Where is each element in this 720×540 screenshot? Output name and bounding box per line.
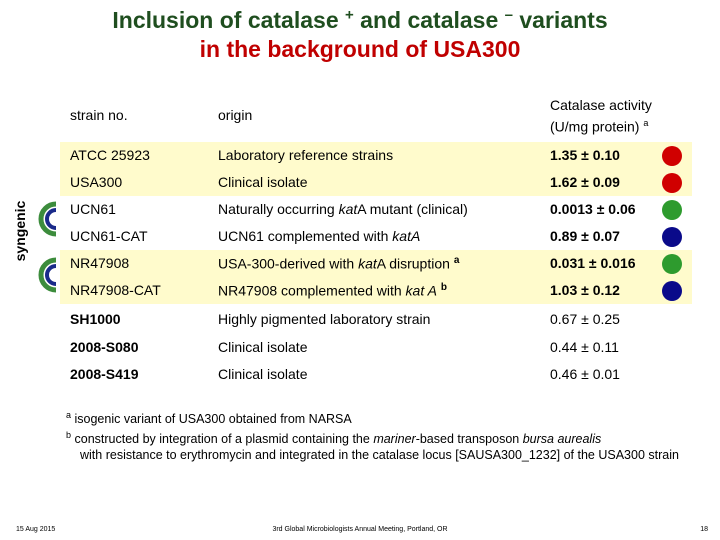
cell-activity: 0.89 ± 0.07	[550, 228, 620, 244]
table-row: 2008-S080 Clinical isolate 0.44 ± 0.11	[60, 334, 692, 361]
title-part-2: and catalase	[360, 7, 499, 33]
syngenic-label-container: syngenic	[10, 178, 30, 288]
cell-strain: 2008-S419	[70, 366, 139, 382]
red-dot-icon	[662, 173, 682, 193]
red-dot-icon	[662, 146, 682, 166]
cell-activity: 1.03 ± 0.12	[550, 282, 620, 298]
footnotes: a isogenic variant of USA300 obtained fr…	[66, 407, 686, 463]
slide-title: Inclusion of catalase + and catalase – v…	[0, 6, 720, 64]
footnote-b: b constructed by integration of a plasmi…	[66, 430, 679, 463]
cell-origin: Highly pigmented laboratory strain	[218, 311, 431, 327]
cell-strain: UCN61	[70, 201, 116, 217]
cell-activity: 0.44 ± 0.11	[550, 339, 619, 355]
header-activity-sup: a	[643, 118, 649, 128]
cell-strain: USA300	[70, 174, 123, 190]
title-sup-plus: +	[345, 6, 354, 24]
cell-strain: ATCC 25923	[70, 147, 150, 163]
table-row: SH1000 Highly pigmented laboratory strai…	[60, 306, 692, 333]
cell-origin: Clinical isolate	[218, 366, 308, 382]
cell-strain: 2008-S080	[70, 339, 139, 355]
table-row: NR47908 USA-300-derived with katA disrup…	[60, 250, 692, 277]
syngenic-label: syngenic	[12, 200, 28, 262]
table-header: strain no. origin Catalase activity (U/m…	[60, 88, 692, 140]
cell-activity: 0.031 ± 0.016	[550, 255, 636, 271]
cell-origin: Naturally occurring katA mutant (clinica…	[218, 201, 468, 217]
green-dot-icon	[662, 254, 682, 274]
header-activity-line2: (U/mg protein)	[550, 118, 640, 135]
cell-strain: UCN61-CAT	[70, 228, 148, 244]
cell-origin: Laboratory reference strains	[218, 147, 394, 163]
cell-activity: 0.46 ± 0.01	[550, 366, 620, 382]
footnote-a: a isogenic variant of USA300 obtained fr…	[66, 410, 352, 427]
blue-dot-icon	[662, 227, 682, 247]
cell-origin: NR47908 complemented with kat A b	[218, 282, 447, 299]
title-part-1: Inclusion of catalase	[112, 7, 339, 33]
cell-origin: Clinical isolate	[218, 339, 308, 355]
footer-date: 15 Aug 2015	[16, 526, 56, 533]
cell-origin: USA-300-derived with katA disruption a	[218, 255, 460, 272]
header-origin: origin	[218, 107, 253, 123]
header-activity: Catalase activity (U/mg protein) a	[550, 96, 652, 136]
footer-meeting: 3rd Global Microbiologists Annual Meetin…	[272, 526, 448, 533]
cell-strain: SH1000	[70, 311, 121, 327]
table-row: NR47908-CAT NR47908 complemented with ka…	[60, 277, 692, 304]
table-row: UCN61-CAT UCN61 complemented with katA 0…	[60, 223, 692, 250]
table-row: UCN61 Naturally occurring katA mutant (c…	[60, 196, 692, 223]
title-line-2: in the background of USA300	[199, 36, 521, 62]
header-activity-line1: Catalase activity	[550, 97, 652, 113]
title-part-3: variants	[519, 7, 608, 33]
cell-origin: Clinical isolate	[218, 174, 308, 190]
table-row: USA300 Clinical isolate 1.62 ± 0.09	[60, 169, 692, 196]
title-sup-minus: –	[504, 6, 513, 24]
cell-origin: UCN61 complemented with katA	[218, 228, 421, 244]
green-dot-icon	[662, 200, 682, 220]
bracket-icon-top	[38, 201, 57, 237]
bracket-icon-bottom	[38, 257, 57, 293]
cell-activity: 0.67 ± 0.25	[550, 311, 620, 327]
cell-activity: 0.0013 ± 0.06	[550, 201, 636, 217]
blue-dot-icon	[662, 281, 682, 301]
cell-strain: NR47908-CAT	[70, 282, 161, 298]
table-row: 2008-S419 Clinical isolate 0.46 ± 0.01	[60, 361, 692, 388]
page-number: 18	[700, 526, 708, 533]
cell-strain: NR47908	[70, 255, 130, 271]
table-row: ATCC 25923 Laboratory reference strains …	[60, 142, 692, 169]
cell-activity: 1.35 ± 0.10	[550, 147, 620, 163]
cell-activity: 1.62 ± 0.09	[550, 174, 620, 190]
header-strain: strain no.	[70, 107, 128, 123]
